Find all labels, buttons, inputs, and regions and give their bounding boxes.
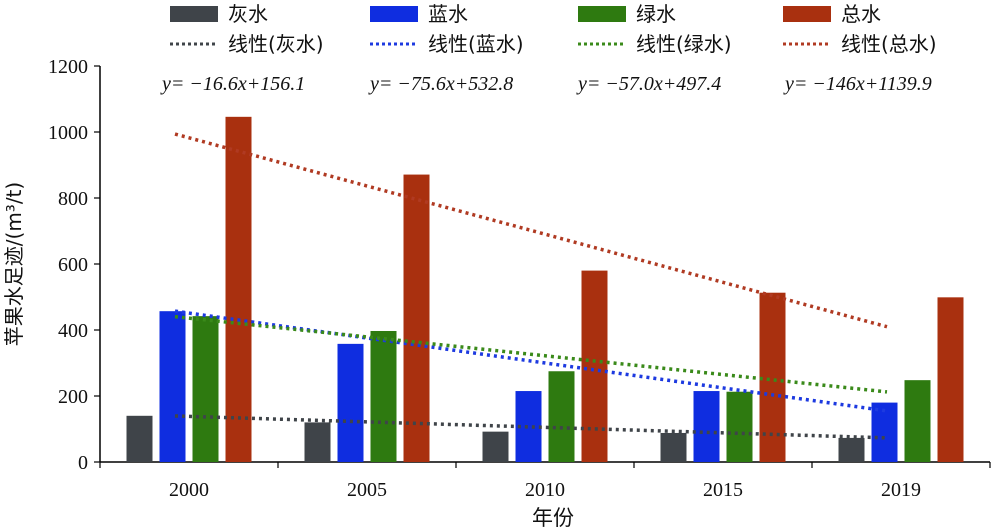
bar-green-2010 bbox=[548, 371, 575, 462]
bars bbox=[126, 116, 964, 462]
y-tick-label: 200 bbox=[58, 386, 88, 408]
legend-swatch-total bbox=[783, 6, 831, 22]
legend-swatch-green bbox=[578, 6, 626, 22]
bar-gray-2005 bbox=[304, 422, 331, 462]
bar-total-2000 bbox=[225, 116, 252, 462]
bar-gray-2015 bbox=[660, 432, 687, 462]
legend-swatch-gray bbox=[170, 6, 218, 22]
equation-green: y= −57.0x+497.4 bbox=[576, 73, 721, 95]
trendlines bbox=[174, 132, 888, 440]
y-tick-label: 600 bbox=[58, 254, 88, 276]
x-ticks: 2000 2005 2010 2015 2019 bbox=[99, 462, 991, 501]
x-tick-label: 2015 bbox=[703, 479, 743, 501]
legend-label-green: 绿水 bbox=[636, 2, 676, 26]
x-tick-label: 2010 bbox=[525, 479, 565, 501]
bar-blue-2005 bbox=[337, 343, 364, 462]
y-tick-label: 400 bbox=[58, 320, 88, 342]
y-tick-label: 800 bbox=[58, 188, 88, 210]
legend-label-total: 总水 bbox=[841, 2, 881, 26]
legend-label-gray: 灰水 bbox=[228, 2, 268, 26]
legend-label-blue: 蓝水 bbox=[428, 2, 468, 26]
legend-trend-label-blue: 线性(蓝水) bbox=[428, 32, 524, 56]
y-tick-label: 0 bbox=[78, 452, 88, 474]
x-tick-label: 2005 bbox=[347, 479, 387, 501]
legend: 灰水 蓝水 绿水 总水 线性(灰水) 线性(蓝水) 线性(绿水) 线性(总水) bbox=[170, 2, 937, 56]
bar-total-2010 bbox=[581, 270, 608, 462]
y-axis-title: 苹果水足迹/(m³/t) bbox=[2, 182, 26, 346]
bar-total-2019 bbox=[937, 297, 964, 462]
legend-swatch-blue bbox=[370, 6, 418, 22]
bar-gray-2010 bbox=[482, 431, 509, 462]
bar-green-2000 bbox=[192, 316, 219, 462]
bar-blue-2019 bbox=[871, 402, 898, 462]
bar-green-2015 bbox=[726, 391, 753, 462]
legend-trend-label-total: 线性(总水) bbox=[841, 32, 937, 56]
legend-trend-label-gray: 线性(灰水) bbox=[228, 32, 324, 56]
equation-blue: y= −75.6x+532.8 bbox=[368, 73, 513, 95]
y-tick-label: 1000 bbox=[48, 122, 88, 144]
equation-total: y= −146x+1139.9 bbox=[783, 73, 932, 95]
bar-total-2015 bbox=[759, 292, 786, 462]
bar-blue-2015 bbox=[693, 391, 720, 462]
equation-gray: y= −16.6x+156.1 bbox=[160, 73, 305, 95]
x-tick-label: 2000 bbox=[169, 479, 209, 501]
bar-gray-2019 bbox=[838, 437, 865, 462]
bar-green-2019 bbox=[904, 380, 931, 462]
legend-trend-label-green: 线性(绿水) bbox=[636, 32, 732, 56]
bar-blue-2000 bbox=[159, 311, 186, 462]
bar-total-2005 bbox=[403, 174, 430, 462]
bar-gray-2000 bbox=[126, 415, 153, 462]
bar-green-2005 bbox=[370, 330, 397, 462]
trendline-green bbox=[174, 314, 888, 394]
y-tick-label: 1200 bbox=[48, 56, 88, 78]
x-axis-title: 年份 bbox=[532, 506, 574, 530]
y-ticks: 0 200 400 600 800 1000 1200 bbox=[48, 56, 100, 474]
x-tick-label: 2019 bbox=[881, 479, 921, 501]
